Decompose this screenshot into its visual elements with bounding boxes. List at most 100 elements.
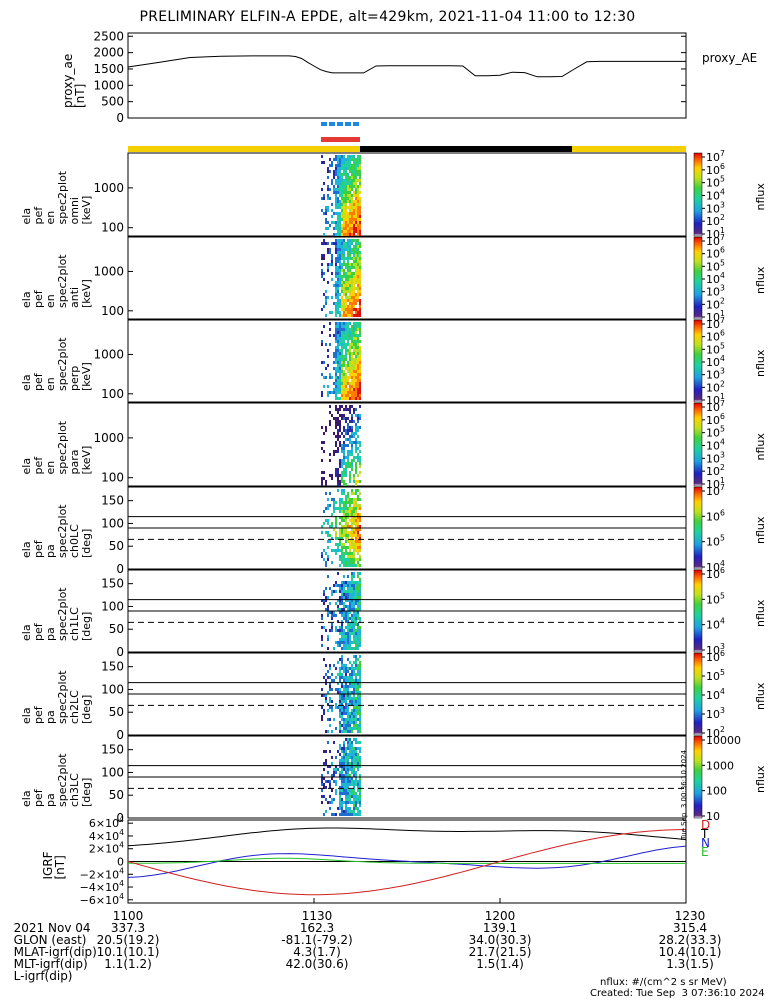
heatmap-cell xyxy=(345,667,347,670)
heatmap-cell xyxy=(353,561,355,564)
heatmap-cell xyxy=(339,658,341,661)
heatmap-cell xyxy=(347,676,349,679)
heatmap-cell xyxy=(343,644,345,647)
heatmap-cell xyxy=(339,305,341,308)
heatmap-cell xyxy=(325,750,327,753)
heatmap-cell xyxy=(343,792,345,795)
heatmap-cell xyxy=(339,501,341,504)
heatmap-cell xyxy=(339,302,341,305)
heatmap-cell xyxy=(355,780,357,783)
heatmap-cell xyxy=(337,305,339,308)
heatmap-cell xyxy=(339,703,341,706)
heatmap-cell xyxy=(343,269,345,272)
heatmap-cell xyxy=(343,667,345,670)
heatmap-cell xyxy=(343,780,345,783)
heatmap-cell xyxy=(337,296,339,299)
heatmap-cell xyxy=(329,188,331,191)
footer-label: MLT-igrf(dip) xyxy=(13,957,88,971)
heatmap-cell xyxy=(345,308,347,311)
heatmap-cell xyxy=(333,158,335,161)
heatmap-cell xyxy=(339,364,341,367)
heatmap-cell xyxy=(327,596,329,599)
heatmap-cell xyxy=(343,747,345,750)
heatmap-cell xyxy=(335,358,337,361)
heatmap-cell xyxy=(337,275,339,278)
heatmap-cell xyxy=(335,155,337,158)
heatmap-cell xyxy=(357,441,359,444)
heatmap-cell xyxy=(347,709,349,712)
heatmap-cell xyxy=(335,167,337,170)
heatmap-cell xyxy=(331,203,333,206)
heatmap-cell xyxy=(321,480,323,483)
heatmap-cell xyxy=(347,786,349,789)
heatmap-cell xyxy=(323,590,325,593)
y-axis-label: en xyxy=(44,461,57,475)
heatmap-cell xyxy=(343,417,345,420)
heatmap-cell xyxy=(339,185,341,188)
heatmap-cell xyxy=(351,546,353,549)
heatmap-cell xyxy=(339,337,341,340)
heatmap-cell xyxy=(321,795,323,798)
heatmap-cell xyxy=(339,158,341,161)
heatmap-cell xyxy=(357,343,359,346)
heatmap-cell xyxy=(345,352,347,355)
heatmap-cell xyxy=(325,429,327,432)
heatmap-cell xyxy=(349,272,351,275)
heatmap-cell xyxy=(359,414,361,417)
y-tick-label: 0 xyxy=(116,811,124,825)
heatmap-cell xyxy=(349,730,351,733)
heatmap-cell xyxy=(335,367,337,370)
heatmap-cell xyxy=(339,558,341,561)
heatmap-cell xyxy=(337,272,339,275)
heatmap-cell xyxy=(337,435,339,438)
heatmap-cell xyxy=(331,777,333,780)
heatmap-cell xyxy=(351,185,353,188)
science-zone-marker-blue xyxy=(321,122,327,126)
heatmap-cell xyxy=(337,397,339,400)
heatmap-cell xyxy=(359,272,361,275)
heatmap-cell xyxy=(347,456,349,459)
heatmap-cell xyxy=(347,290,349,293)
heatmap-cell xyxy=(355,632,357,635)
heatmap-cell xyxy=(347,215,349,218)
y-tick-label: 150 xyxy=(101,743,124,757)
heatmap-cell xyxy=(343,558,345,561)
heatmap-cell xyxy=(355,614,357,617)
heatmap-cell xyxy=(355,191,357,194)
heatmap-cell xyxy=(355,771,357,774)
heatmap-cell xyxy=(339,358,341,361)
heatmap-cell xyxy=(325,302,327,305)
heatmap-cell xyxy=(341,756,343,759)
heatmap-cell xyxy=(339,744,341,747)
heatmap-cell xyxy=(357,179,359,182)
heatmap-cell xyxy=(339,522,341,525)
heatmap-cell xyxy=(341,543,343,546)
heatmap-cell xyxy=(355,251,357,254)
heatmap-cell xyxy=(325,561,327,564)
y-tick-label: 100 xyxy=(101,682,124,696)
heatmap-cell xyxy=(355,185,357,188)
heatmap-cell xyxy=(357,540,359,543)
heatmap-cell xyxy=(335,328,337,331)
footer-value: 42.0(30.6) xyxy=(285,957,349,971)
heatmap-cell xyxy=(327,281,329,284)
heatmap-cell xyxy=(347,308,349,311)
heatmap-cell xyxy=(343,614,345,617)
heatmap-cell xyxy=(359,798,361,801)
heatmap-cell xyxy=(349,596,351,599)
heatmap-cell xyxy=(345,358,347,361)
heatmap-cell xyxy=(353,721,355,724)
heatmap-cell xyxy=(341,682,343,685)
heatmap-cell xyxy=(357,474,359,477)
heatmap-cell xyxy=(339,227,341,230)
heatmap-cell xyxy=(355,658,357,661)
heatmap-cell xyxy=(339,688,341,691)
heatmap-cell xyxy=(347,376,349,379)
heatmap-cell xyxy=(329,405,331,408)
heatmap-cell xyxy=(341,647,343,650)
heatmap-cell xyxy=(327,269,329,272)
heatmap-cell xyxy=(345,596,347,599)
heatmap-cell xyxy=(345,540,347,543)
heatmap-cell xyxy=(351,519,353,522)
heatmap-cell xyxy=(351,700,353,703)
